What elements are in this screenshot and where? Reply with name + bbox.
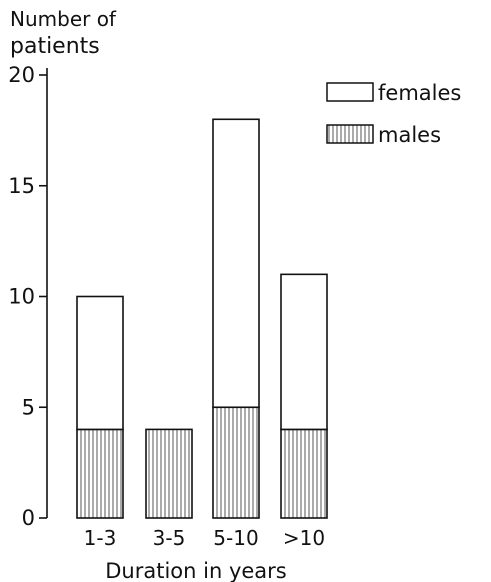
bar-segment-males [76,428,124,519]
y-axis-title-line1: Number of [10,7,117,31]
y-tick-label: 5 [22,395,35,419]
bar-segment-males [212,406,260,519]
x-tick-label: 5-10 [213,526,258,550]
legend: females males [326,81,461,147]
x-tick-label: 1-3 [84,526,117,550]
legend-swatch-females [326,82,374,102]
x-tick-label: 3-5 [153,526,186,550]
bar-segment-females [280,273,328,431]
y-axis-ticks: 0 5 10 15 20 [8,63,47,530]
bar-segment-males [280,428,328,519]
y-tick-label: 20 [8,63,35,87]
x-axis-title: Duration in years [105,559,287,582]
y-tick-label: 10 [8,285,35,309]
y-tick-label: 15 [8,174,35,198]
legend-label-females: females [378,81,461,105]
bar-segment-males [145,428,193,519]
y-axis-title-line2: patients [10,34,100,59]
bars-group [76,118,328,519]
x-tick-label: >10 [283,526,325,550]
y-tick-label: 0 [22,506,35,530]
legend-label-males: males [378,123,441,147]
bar-segment-females [212,118,260,409]
legend-swatch-males [326,124,374,144]
x-axis-tick-labels: 1-3 3-5 5-10 >10 [84,526,325,550]
bar-segment-females [76,295,124,431]
